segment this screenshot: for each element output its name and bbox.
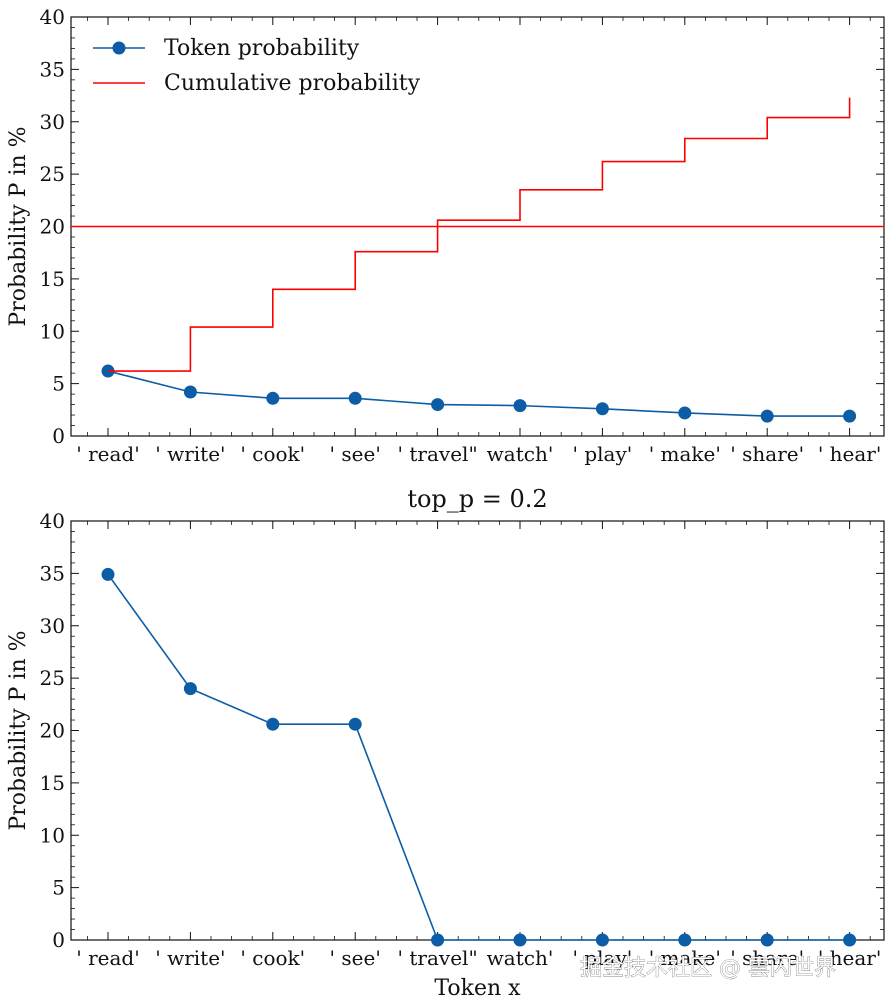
data-point xyxy=(183,682,197,696)
x-tick-label: ' share' xyxy=(730,946,804,970)
data-point xyxy=(843,409,857,423)
x-tick-label: ' see' xyxy=(330,946,381,970)
data-point xyxy=(678,406,692,420)
y-tick-label: 5 xyxy=(52,372,65,396)
data-point xyxy=(183,385,197,399)
x-tick-label: ' play' xyxy=(573,946,633,970)
x-tick-label: ' make' xyxy=(649,442,721,466)
y-tick-label: 35 xyxy=(40,561,65,585)
x-tick-label: ' cook' xyxy=(240,946,305,970)
y-tick-label: 0 xyxy=(52,928,65,952)
x-tick-label: ' travel" xyxy=(398,946,478,970)
cumulative-series xyxy=(108,97,851,372)
data-point xyxy=(513,399,527,413)
data-point xyxy=(513,933,527,947)
plot-frame xyxy=(70,520,885,941)
y-tick-label: 30 xyxy=(40,110,65,134)
y-tick-label: 20 xyxy=(40,719,65,743)
legend-label: Token probability xyxy=(164,36,360,61)
x-axis: ' read' ' write' ' cook' ' see' ' travel" wat… xyxy=(76,521,881,970)
cumulative-step-line xyxy=(108,97,851,372)
x-tick-label: ' hear' xyxy=(818,946,882,970)
legend-marker xyxy=(112,41,126,55)
legend: Token probability Cumulative probability xyxy=(93,36,421,96)
data-point xyxy=(595,402,609,416)
x-axis: ' read' ' write' ' cook' ' see' ' travel" wat… xyxy=(76,17,881,466)
y-tick-label: 15 xyxy=(40,267,65,291)
y-tick-label: 0 xyxy=(52,424,65,448)
watermark-text: 掘金技术社区 @ 雲闪世界 xyxy=(580,956,836,981)
x-tick-label: ' travel" xyxy=(398,442,478,466)
x-tick-label: ' cook' xyxy=(240,442,305,466)
y-tick-label: 5 xyxy=(52,876,65,900)
x-axis-label: Token x xyxy=(434,976,521,1001)
data-point xyxy=(266,391,280,405)
y-axis: 0 5 10 15 20 25 30 35 40 xyxy=(40,509,884,952)
y-tick-label: 40 xyxy=(40,509,65,533)
data-point xyxy=(760,409,774,423)
y-tick-label: 25 xyxy=(40,666,65,690)
y-axis: 0 5 10 15 20 25 30 35 40 xyxy=(40,5,884,448)
x-tick-label: watch' xyxy=(487,442,554,466)
token-series xyxy=(101,567,857,947)
legend-label: Cumulative probability xyxy=(164,71,421,96)
token-series xyxy=(101,364,857,423)
data-point xyxy=(431,398,445,412)
data-point xyxy=(843,933,857,947)
data-point xyxy=(760,933,774,947)
y-tick-label: 25 xyxy=(40,162,65,186)
x-tick-label: ' read' xyxy=(76,946,139,970)
y-tick-label: 10 xyxy=(40,319,65,343)
series-line xyxy=(107,370,850,417)
x-tick-label: ' write' xyxy=(155,946,225,970)
x-tick-label: ' read' xyxy=(76,442,139,466)
y-tick-label: 20 xyxy=(40,215,65,239)
y-tick-label: 40 xyxy=(40,5,65,29)
x-tick-label: ' see' xyxy=(330,442,381,466)
data-point xyxy=(266,717,280,731)
data-point xyxy=(101,567,115,581)
y-tick-label: 10 xyxy=(40,823,65,847)
data-point xyxy=(678,933,692,947)
y-tick-label: 35 xyxy=(40,57,65,81)
x-tick-label: ' make' xyxy=(649,946,721,970)
y-axis-label: Probability P in % xyxy=(6,126,31,326)
x-tick-label: ' play' xyxy=(573,442,633,466)
x-tick-label: ' share' xyxy=(730,442,804,466)
x-tick-label: ' hear' xyxy=(818,442,882,466)
y-axis-label: Probability P in % xyxy=(6,630,31,830)
data-point xyxy=(348,391,362,405)
y-tick-label: 15 xyxy=(40,771,65,795)
x-tick-label: ' write' xyxy=(155,442,225,466)
data-point xyxy=(431,933,445,947)
chart-title: top_p = 0.2 xyxy=(407,485,547,513)
x-tick-label: watch' xyxy=(487,946,554,970)
data-point xyxy=(595,933,609,947)
y-tick-label: 30 xyxy=(40,614,65,638)
data-point xyxy=(348,717,362,731)
series-line xyxy=(107,573,850,941)
